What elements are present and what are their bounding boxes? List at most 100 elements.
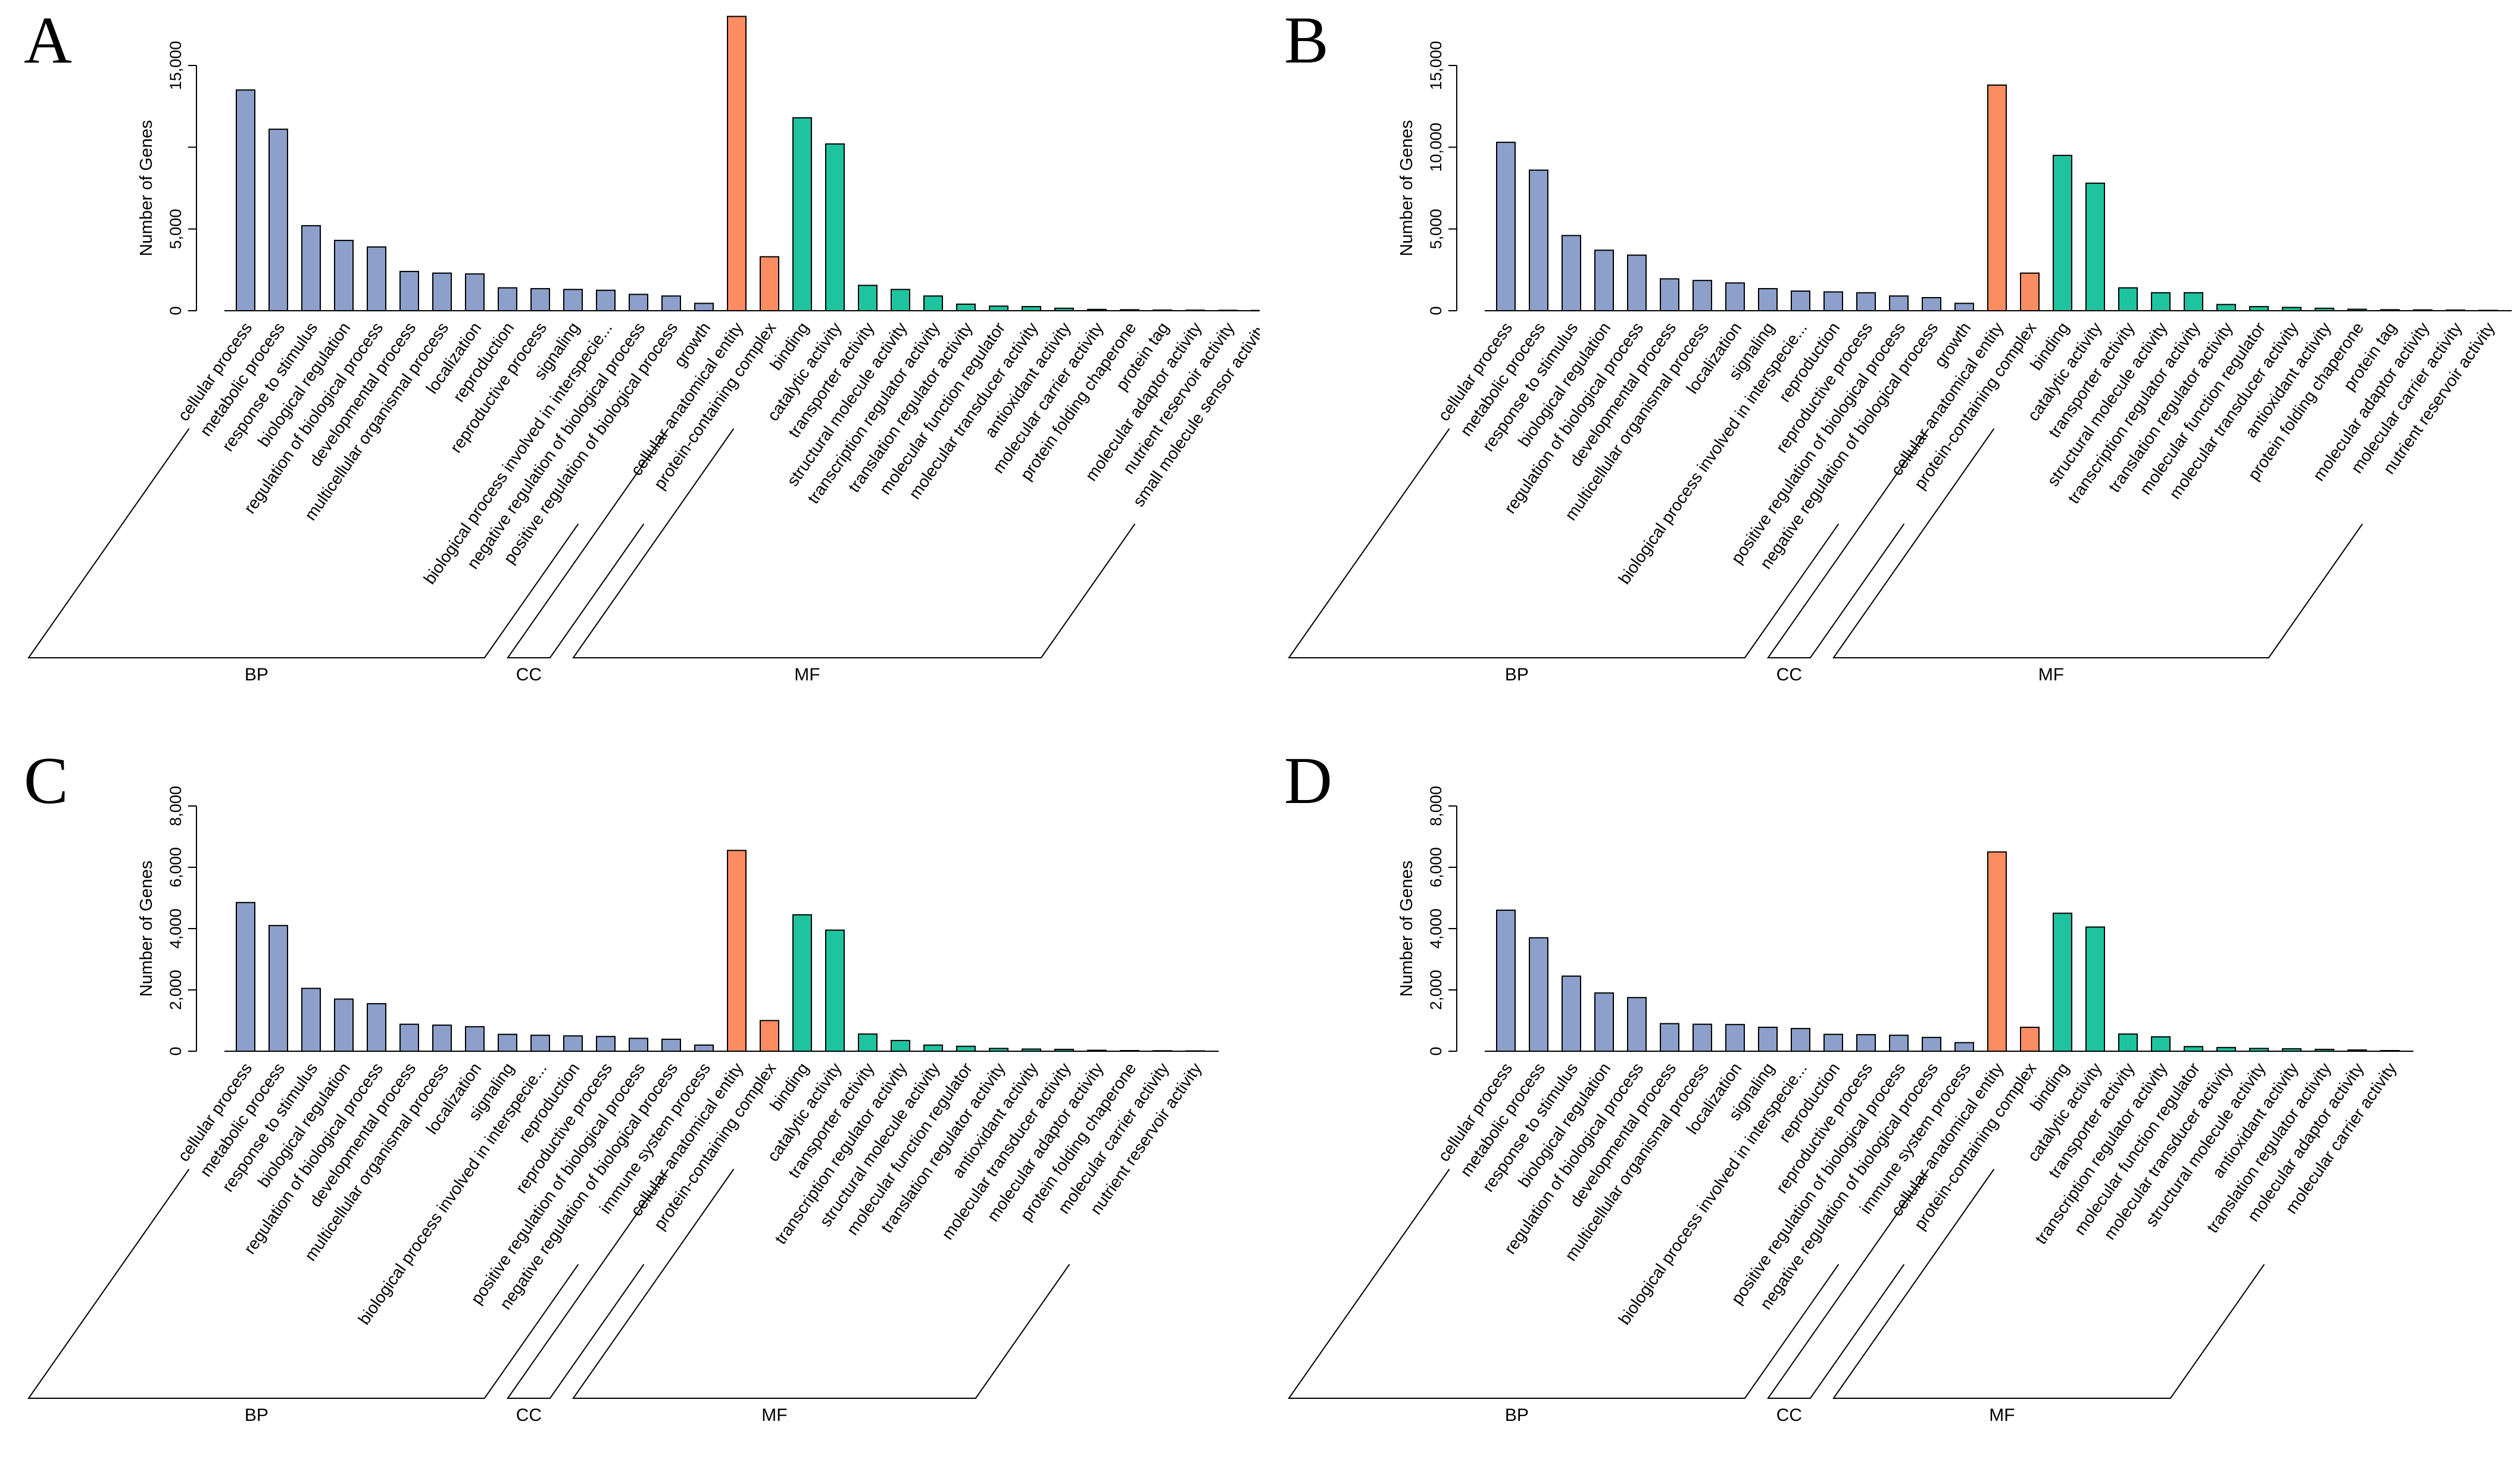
bar-bp: [1562, 235, 1581, 311]
bar-mf: [2151, 292, 2171, 311]
bar-bp: [629, 1038, 648, 1052]
bar-bp: [530, 1035, 550, 1052]
bar-mf: [956, 304, 976, 312]
bar-mf: [2053, 913, 2072, 1052]
bar-bp: [1889, 295, 1909, 311]
bar-bp: [629, 293, 648, 311]
bar-bp: [498, 1033, 517, 1052]
group-label-bp: BP: [1505, 665, 1529, 685]
bar-mf: [891, 1039, 910, 1052]
y-tick-label: 2,000: [1427, 970, 1445, 1010]
bar-bp: [596, 289, 616, 311]
bar-bp: [694, 302, 714, 312]
bar-mf: [792, 117, 812, 311]
bar-bp: [530, 288, 550, 312]
bar-mf: [2085, 182, 2105, 312]
y-tick-label: 5,000: [167, 209, 185, 249]
chart-panel-d: D 0 2,000 4,000 6,000 8,000 Number of Genes cel…: [1260, 740, 2520, 1481]
group-label-bp: BP: [245, 665, 268, 685]
bar-bp: [498, 287, 517, 311]
bar-mf: [923, 1044, 943, 1052]
y-tick-label: 4,000: [167, 908, 185, 949]
bar-bp: [1562, 975, 1581, 1052]
y-tick-label: 15,000: [1427, 41, 1445, 90]
bar-mf: [923, 295, 943, 311]
panel-letter: B: [1284, 4, 1329, 77]
group-brace-mf: [1832, 1168, 2265, 1399]
y-tick-label: 0: [167, 1046, 185, 1055]
y-tick-label: 0: [167, 306, 185, 315]
y-tick-label: 5,000: [1427, 209, 1445, 249]
bar-cc: [1987, 84, 2007, 312]
group-brace-bp: [1288, 428, 1840, 658]
group-label-mf: MF: [2038, 665, 2064, 685]
bar-bp: [399, 271, 419, 311]
bar-bp: [1627, 996, 1647, 1052]
group-label-cc: CC: [516, 1405, 542, 1425]
bar-cc: [2020, 272, 2040, 311]
group-label-mf: MF: [761, 1405, 787, 1425]
bar-bp: [1954, 1042, 1974, 1052]
bar-cc: [727, 849, 747, 1052]
y-tick-label: 4,000: [1427, 908, 1445, 949]
panel-letter: D: [1284, 744, 1332, 818]
bar-mf: [2216, 304, 2236, 311]
bar-bp: [268, 924, 288, 1052]
group-brace-bp: [1288, 1168, 1840, 1399]
bar-bp: [399, 1023, 419, 1052]
bar-bp: [1693, 1023, 1712, 1052]
chart-panel-c: C 0 2,000 4,000 6,000 8,000 Number of Genes cel…: [0, 740, 1260, 1481]
y-tick-label: 6,000: [1427, 847, 1445, 888]
bar-bp: [1791, 1027, 1810, 1052]
group-label-cc: CC: [1776, 1405, 1802, 1425]
bar-bp: [1889, 1035, 1909, 1052]
bar-mf: [2118, 287, 2138, 311]
group-label-cc: CC: [1776, 665, 1802, 685]
group-label-mf: MF: [794, 665, 820, 685]
group-brace-cc: [1766, 428, 1929, 658]
bar-bp: [1922, 1036, 1941, 1052]
bar-bp: [465, 1026, 485, 1052]
y-axis-label: Number of Genes: [137, 120, 156, 257]
bar-bp: [1496, 142, 1516, 312]
bar-bp: [1693, 280, 1712, 312]
y-axis-label: Number of Genes: [137, 861, 156, 997]
panel-letter: A: [24, 4, 72, 77]
bar-bp: [1529, 937, 1548, 1052]
panel-letter: C: [24, 744, 68, 818]
bar-mf: [1022, 306, 1041, 312]
bar-bp: [367, 246, 386, 312]
bar-mf: [2151, 1036, 2171, 1052]
y-axis-label: Number of Genes: [1397, 861, 1416, 997]
y-tick-label: 6,000: [167, 847, 185, 888]
bar-bp: [432, 1024, 452, 1052]
y-tick-label: 0: [1427, 306, 1445, 315]
bar-mf: [2118, 1033, 2138, 1052]
bar-bp: [301, 225, 321, 311]
bar-mf: [858, 285, 878, 311]
chart-panel-a: A 0 5,000 15,000 Number of Genes cellular pro…: [0, 0, 1260, 740]
bar-cc: [727, 15, 747, 311]
y-tick-label: 8,000: [1427, 786, 1445, 826]
bar-bp: [465, 273, 485, 312]
bar-cc: [2020, 1026, 2040, 1052]
bar-mf: [792, 914, 812, 1052]
bar-bp: [1856, 292, 1876, 311]
bar-mf: [858, 1033, 878, 1052]
bar-bp: [268, 129, 288, 311]
bar-mf: [989, 305, 1008, 311]
bar-bp: [694, 1044, 714, 1052]
bar-bp: [432, 272, 452, 311]
bar-bp: [1922, 297, 1941, 312]
bar-mf: [2085, 926, 2105, 1052]
group-label-cc: CC: [516, 665, 542, 685]
bar-bp: [563, 289, 583, 311]
bar-bp: [1791, 290, 1810, 312]
bar-mf: [891, 289, 910, 311]
y-tick-label: 10,000: [1427, 123, 1445, 172]
bar-cc: [760, 1020, 779, 1052]
group-brace-mf: [1832, 428, 2363, 658]
group-label-mf: MF: [1989, 1405, 2015, 1425]
group-label-bp: BP: [245, 1405, 268, 1425]
